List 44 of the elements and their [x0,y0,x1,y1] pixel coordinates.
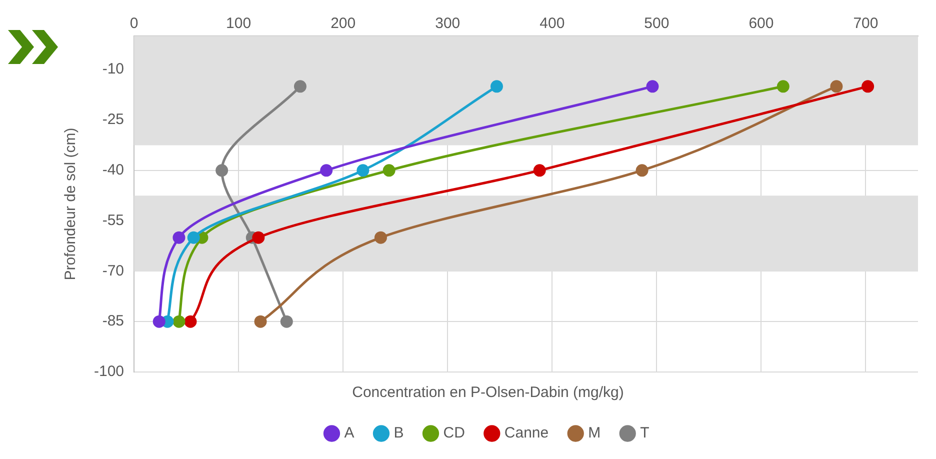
point [533,164,546,177]
point [320,164,333,177]
point [490,80,503,93]
legend-label: CD [443,424,466,442]
point [294,80,306,93]
point [382,164,396,177]
legend-label: A [344,424,354,442]
point [830,80,843,93]
y-tick-label: -85 [102,312,124,330]
point [216,164,228,177]
x-tick-label: 400 [540,15,565,32]
point [172,231,186,244]
x-tick-label: 300 [435,15,460,32]
x-tick-label: 100 [226,15,252,32]
point [172,315,186,328]
x-tick-label: 600 [748,15,774,32]
point [254,315,267,328]
point [152,315,166,328]
y-tick-label: -100 [94,363,124,380]
y-tick-label: -55 [102,212,124,229]
point [636,164,648,177]
x-tick-label: 700 [853,15,878,32]
legend-label: Canne [504,424,549,442]
point [646,80,659,93]
point [280,315,293,328]
point [187,231,200,244]
point [252,231,265,244]
y-tick-label: -10 [102,60,124,78]
x-axis-title: Concentration en P-Olsen-Dabin (mg/kg) [352,384,624,402]
legend-label: B [394,424,404,442]
y-tick-label: -70 [102,262,124,280]
x-tick-label: 200 [330,15,356,32]
legend-label: T [640,424,650,442]
y-tick-label: -40 [102,162,124,179]
point [776,80,790,93]
legend-label: M [588,424,601,442]
x-tick-label: 500 [644,15,670,32]
point [374,231,387,244]
y-tick-label: -25 [102,111,124,128]
x-tick-label: 0 [130,15,138,32]
point [184,315,197,328]
point [862,80,874,93]
point [356,164,370,177]
y-axis-title: Profondeur de sol (cm) [62,128,80,280]
